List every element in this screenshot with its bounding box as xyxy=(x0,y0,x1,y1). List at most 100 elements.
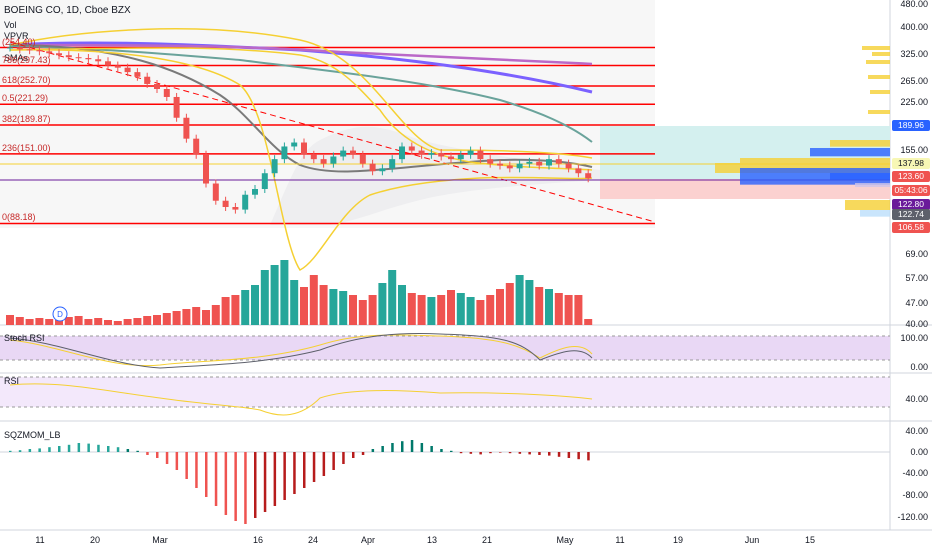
vpvr-bar xyxy=(740,168,890,185)
fib-label: 382(189.87) xyxy=(2,114,51,125)
volume-bar xyxy=(358,300,367,325)
vpvr-bar xyxy=(740,158,890,163)
vpvr-bar xyxy=(810,148,890,157)
indicator-vol[interactable]: Vol xyxy=(4,20,17,30)
date-tick: May xyxy=(556,535,574,545)
vpvr-bar xyxy=(872,52,890,56)
sqz-bar xyxy=(165,452,169,464)
pane-tick: -120.00 xyxy=(897,512,928,522)
sqz-bar xyxy=(156,452,159,458)
price-tick: 400.00 xyxy=(900,22,928,33)
volume-bar xyxy=(476,300,485,325)
sqz-bar xyxy=(195,452,198,488)
date-tick: 19 xyxy=(672,535,684,545)
volume-bar xyxy=(535,287,544,325)
candle-body xyxy=(418,150,425,155)
sqz-bar xyxy=(205,452,208,497)
volume-bar xyxy=(133,318,142,325)
candle-body xyxy=(487,159,494,164)
sqz-bar xyxy=(136,450,139,452)
stoch-title[interactable]: Stoch RSI xyxy=(4,333,45,343)
candle-body xyxy=(212,183,219,201)
sqz-bar xyxy=(391,443,394,452)
sqz-bar xyxy=(38,448,41,452)
vpvr-bar xyxy=(830,173,890,180)
candlesticks xyxy=(7,43,592,214)
fib-label: 0(88.18) xyxy=(2,212,36,223)
volume-bar xyxy=(55,320,63,325)
indicator-vpvr[interactable]: VPVR xyxy=(4,31,29,41)
sqz-bar xyxy=(107,446,110,452)
volume-bar xyxy=(437,295,446,325)
volume-bar xyxy=(241,290,250,325)
sqz-bar xyxy=(214,452,218,506)
sqz-bar xyxy=(9,450,12,452)
candle-body xyxy=(163,89,170,97)
date-tick: 16 xyxy=(252,535,264,545)
candle-body xyxy=(340,150,347,157)
vpvr-bar xyxy=(855,183,890,187)
sqz-bar xyxy=(234,452,237,521)
vpvr-bar xyxy=(830,140,890,147)
fib-label: 618(252.70) xyxy=(2,74,51,85)
sqz-bar xyxy=(126,449,130,452)
sqz-bar xyxy=(146,452,149,455)
candle-body xyxy=(379,168,386,172)
volume-bar xyxy=(221,297,230,325)
pane-tick: -40.00 xyxy=(902,468,928,478)
volume-bar xyxy=(398,285,406,325)
candle-body xyxy=(75,57,82,59)
vpvr-bar xyxy=(868,75,890,79)
candle-body xyxy=(252,189,258,195)
candle-body xyxy=(310,154,317,160)
volume-bar xyxy=(251,285,259,325)
volume-bar xyxy=(329,289,338,325)
sqz-bar xyxy=(303,452,306,488)
candle-body xyxy=(506,165,513,169)
sqz-bar xyxy=(77,443,81,452)
sqz-bar xyxy=(508,452,512,454)
sqz-bar xyxy=(538,452,541,455)
candle-body xyxy=(408,146,415,151)
rsi-title[interactable]: RSI xyxy=(4,376,20,386)
candle-body xyxy=(281,146,288,160)
price-tick: 57.00 xyxy=(905,273,928,284)
rsi-band xyxy=(0,377,890,407)
volume-bar xyxy=(84,319,93,325)
sqz-bar xyxy=(430,446,433,452)
volume-bar xyxy=(211,305,220,325)
grid xyxy=(0,0,932,531)
sqz-bar xyxy=(322,452,326,476)
date-tick: Jun xyxy=(744,535,760,545)
sqz-bar xyxy=(528,452,531,455)
sqz-bar xyxy=(283,452,286,500)
candle-body xyxy=(232,207,239,210)
volume-bar xyxy=(123,319,132,325)
sqz-bar xyxy=(18,450,22,452)
volume-bar xyxy=(45,319,54,325)
candle-body xyxy=(369,163,376,172)
price-badge: 05:43:06 xyxy=(892,185,930,196)
sqz-bar xyxy=(58,446,61,452)
candle-body xyxy=(330,156,337,164)
price-tick: 225.00 xyxy=(900,96,928,107)
candle-body xyxy=(36,50,43,52)
volume-bar xyxy=(182,309,191,325)
candle-body xyxy=(114,65,121,68)
sqz-bar xyxy=(401,441,404,452)
vpvr-bar xyxy=(866,60,890,64)
vpvr-bar xyxy=(862,46,890,50)
candle-body xyxy=(448,156,454,160)
indicator-smas[interactable]: SMAs xyxy=(4,53,29,63)
candle-body xyxy=(124,67,131,73)
sqz-title[interactable]: SQZMOM_LB xyxy=(4,430,61,440)
dividend-marker-icon[interactable] xyxy=(52,306,68,322)
sqz-bar xyxy=(587,452,590,461)
candle-body xyxy=(271,159,278,174)
volume-bar xyxy=(94,318,103,325)
sqz-bar xyxy=(293,452,296,494)
candle-body xyxy=(457,154,464,160)
candle-body xyxy=(144,76,151,84)
